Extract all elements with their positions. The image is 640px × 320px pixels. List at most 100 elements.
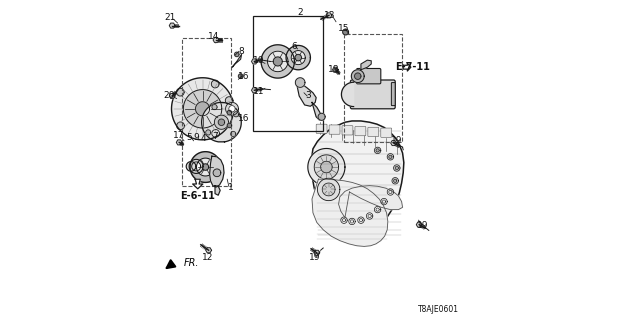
- Text: 3: 3: [306, 92, 311, 100]
- Text: 15: 15: [338, 24, 349, 33]
- Polygon shape: [396, 166, 398, 170]
- Polygon shape: [291, 51, 305, 65]
- Polygon shape: [368, 214, 371, 218]
- Text: 4: 4: [200, 134, 206, 143]
- Polygon shape: [343, 29, 349, 35]
- Text: 16: 16: [238, 72, 250, 81]
- FancyBboxPatch shape: [316, 124, 327, 133]
- Text: 14: 14: [208, 32, 220, 41]
- Polygon shape: [374, 206, 381, 213]
- Polygon shape: [225, 97, 233, 104]
- FancyBboxPatch shape: [356, 68, 381, 84]
- Text: 5: 5: [186, 133, 191, 142]
- Polygon shape: [215, 186, 220, 195]
- Text: E-7-11: E-7-11: [396, 62, 430, 72]
- Polygon shape: [214, 115, 228, 129]
- Polygon shape: [202, 164, 209, 170]
- Polygon shape: [184, 90, 222, 128]
- Polygon shape: [314, 250, 320, 255]
- FancyBboxPatch shape: [381, 128, 392, 137]
- Text: 20: 20: [163, 92, 175, 100]
- Text: 19: 19: [391, 136, 403, 145]
- Text: 1: 1: [228, 183, 233, 192]
- Polygon shape: [190, 152, 221, 182]
- Polygon shape: [192, 162, 201, 171]
- FancyBboxPatch shape: [342, 126, 353, 135]
- Polygon shape: [229, 106, 236, 112]
- Polygon shape: [318, 113, 325, 120]
- Polygon shape: [212, 105, 217, 110]
- Text: 16: 16: [238, 114, 250, 123]
- Polygon shape: [213, 37, 219, 43]
- Text: 9: 9: [193, 133, 198, 142]
- Polygon shape: [196, 158, 214, 176]
- Polygon shape: [268, 51, 288, 72]
- Text: T8AJE0601: T8AJE0601: [418, 305, 459, 314]
- Polygon shape: [333, 67, 339, 72]
- Polygon shape: [295, 54, 301, 61]
- Polygon shape: [177, 140, 182, 145]
- Polygon shape: [312, 179, 388, 246]
- Polygon shape: [286, 45, 310, 70]
- Polygon shape: [210, 156, 224, 187]
- Polygon shape: [296, 78, 305, 87]
- FancyBboxPatch shape: [355, 126, 366, 136]
- Text: 12: 12: [202, 253, 213, 262]
- Polygon shape: [169, 23, 175, 28]
- Text: 19: 19: [417, 221, 428, 230]
- Polygon shape: [202, 102, 241, 142]
- Polygon shape: [296, 81, 316, 106]
- Polygon shape: [312, 102, 322, 120]
- Polygon shape: [226, 102, 239, 115]
- Polygon shape: [367, 213, 372, 219]
- Bar: [344, 34, 402, 142]
- Text: 2: 2: [298, 8, 303, 17]
- Polygon shape: [323, 183, 335, 196]
- Bar: [182, 38, 231, 186]
- Polygon shape: [186, 162, 196, 171]
- Polygon shape: [232, 54, 242, 67]
- Polygon shape: [196, 102, 210, 116]
- Polygon shape: [177, 122, 184, 130]
- Text: 17: 17: [173, 132, 184, 140]
- Polygon shape: [351, 220, 354, 223]
- Polygon shape: [213, 169, 221, 177]
- Polygon shape: [342, 219, 346, 222]
- Text: 11: 11: [253, 87, 264, 96]
- Polygon shape: [273, 57, 282, 66]
- Polygon shape: [358, 217, 364, 223]
- Polygon shape: [355, 73, 361, 79]
- Polygon shape: [321, 161, 332, 173]
- Polygon shape: [394, 165, 400, 171]
- Polygon shape: [376, 149, 380, 152]
- Polygon shape: [360, 219, 362, 222]
- Polygon shape: [394, 179, 397, 182]
- Text: 19: 19: [308, 253, 320, 262]
- Polygon shape: [211, 80, 219, 88]
- FancyBboxPatch shape: [329, 125, 340, 134]
- Polygon shape: [387, 154, 394, 160]
- Polygon shape: [172, 78, 234, 140]
- Polygon shape: [189, 159, 204, 173]
- Text: 21: 21: [164, 13, 176, 22]
- Polygon shape: [326, 13, 332, 18]
- Text: 7: 7: [212, 132, 218, 141]
- Polygon shape: [227, 123, 232, 128]
- Polygon shape: [351, 70, 364, 83]
- Polygon shape: [389, 190, 392, 194]
- Polygon shape: [389, 155, 392, 158]
- Bar: [253, 16, 323, 131]
- Text: 10: 10: [253, 56, 264, 65]
- Text: 13: 13: [324, 12, 335, 20]
- Polygon shape: [227, 110, 232, 115]
- FancyBboxPatch shape: [351, 80, 396, 109]
- Polygon shape: [205, 130, 211, 135]
- Polygon shape: [169, 93, 175, 99]
- Polygon shape: [193, 179, 203, 189]
- Polygon shape: [230, 132, 236, 137]
- Polygon shape: [252, 59, 257, 64]
- Polygon shape: [381, 198, 387, 205]
- Polygon shape: [235, 52, 239, 57]
- Polygon shape: [317, 178, 340, 201]
- Text: 8: 8: [239, 47, 244, 56]
